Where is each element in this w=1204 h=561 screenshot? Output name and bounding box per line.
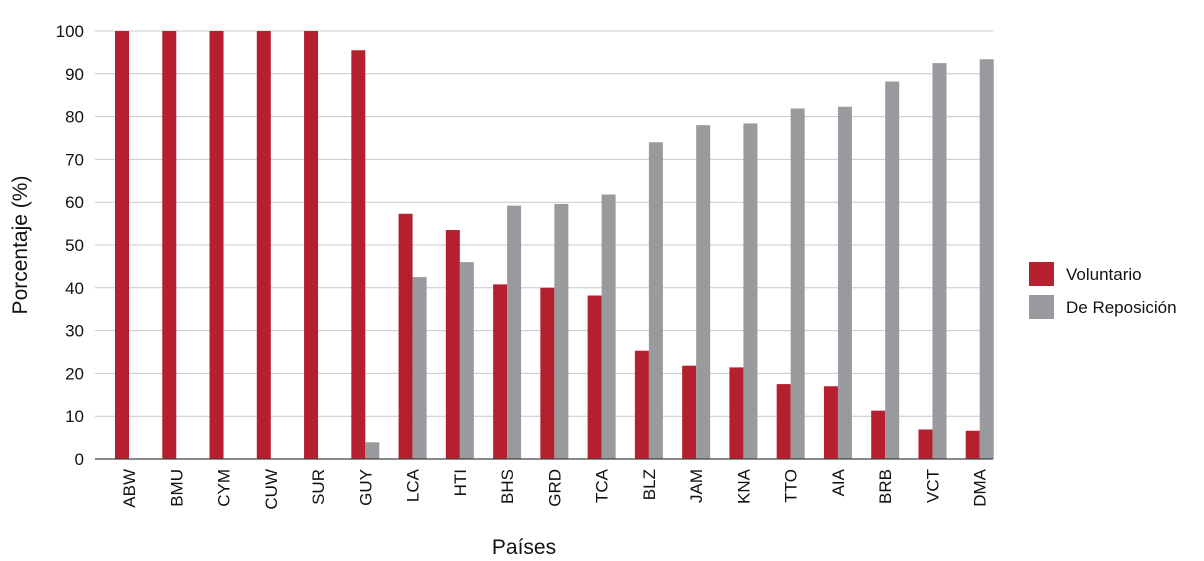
- x-tick-label: AIA: [829, 468, 848, 496]
- x-tick-label: ABW: [120, 469, 139, 508]
- bar-voluntario-cuw: [256, 31, 271, 459]
- bar-de-reposicion-jam: [696, 125, 711, 459]
- legend-label-voluntario: Voluntario: [1066, 265, 1142, 284]
- bar-voluntario-brb: [871, 410, 886, 459]
- bar-de-reposicion-brb: [885, 81, 900, 459]
- bar-voluntario-bhs: [493, 284, 508, 459]
- bar-de-reposicion-aia: [837, 106, 852, 460]
- y-tick-label: 0: [75, 450, 84, 469]
- y-tick-labels: 0 10 20 30 40 50 60 70 80 90 100: [56, 22, 84, 469]
- legend-label-de-reposicion: De Reposición: [1066, 298, 1177, 317]
- bar-voluntario-dma: [965, 430, 980, 459]
- bar-de-reposicion-kna: [743, 123, 758, 459]
- y-tick-label: 20: [65, 364, 84, 383]
- bar-voluntario-aia: [823, 386, 838, 459]
- x-tick-label: CYM: [215, 469, 234, 507]
- bar-voluntario-kna: [729, 367, 744, 459]
- bar-de-reposicion-blz: [648, 142, 663, 459]
- y-tick-label: 50: [65, 236, 84, 255]
- x-tick-label: BHS: [498, 469, 517, 504]
- y-tick-label: 100: [56, 22, 84, 41]
- x-tick-label: SUR: [309, 469, 328, 505]
- bar-voluntario-lca: [398, 213, 413, 459]
- y-tick-label: 30: [65, 322, 84, 341]
- x-tick-label: LCA: [404, 468, 423, 502]
- y-tick-label: 80: [65, 108, 84, 127]
- y-tick-label: 70: [65, 150, 84, 169]
- bar-de-reposicion-guy: [365, 442, 380, 459]
- x-tick-label: HTI: [451, 469, 470, 496]
- bar-voluntario-bmu: [162, 31, 177, 459]
- x-tick-label: BRB: [876, 469, 895, 504]
- gridlines: [95, 30, 993, 417]
- bar-de-reposicion-grd: [554, 203, 569, 459]
- bar-voluntario-tca: [587, 295, 602, 459]
- x-tick-label: KNA: [734, 468, 753, 504]
- bar-voluntario-abw: [115, 31, 129, 459]
- bar-de-reposicion-lca: [412, 277, 427, 459]
- bar-voluntario-jam: [682, 365, 697, 459]
- bar-voluntario-tto: [776, 384, 791, 459]
- x-tick-labels: ABW BMU CYM CUW SUR GUY LCA HTI BHS GRD TCA BLZ JAM K…: [120, 468, 990, 509]
- y-tick-label: 40: [65, 279, 84, 298]
- bar-de-reposicion-tto: [790, 108, 805, 459]
- bar-voluntario-cym: [209, 31, 224, 459]
- bar-de-reposicion-dma: [979, 59, 994, 460]
- bar-voluntario-grd: [540, 287, 555, 459]
- x-tick-label: BMU: [167, 469, 186, 507]
- bars: [115, 31, 994, 460]
- bar-voluntario-hti: [445, 230, 460, 459]
- bar-de-reposicion-vct: [932, 63, 947, 459]
- legend-swatch-de-reposicion: [1029, 295, 1054, 319]
- x-tick-label: TTO: [782, 469, 801, 503]
- bar-voluntario-blz: [634, 350, 649, 459]
- bar-voluntario-vct: [918, 429, 933, 459]
- x-tick-label: DMA: [971, 468, 990, 506]
- y-axis-title: Porcentaje (%): [9, 176, 32, 315]
- x-tick-label: VCT: [923, 469, 942, 503]
- x-tick-label: CUW: [262, 469, 281, 510]
- y-tick-label: 90: [65, 65, 84, 84]
- bar-de-reposicion-bhs: [507, 205, 522, 459]
- x-tick-label: GUY: [356, 469, 375, 506]
- x-tick-label: JAM: [687, 469, 706, 503]
- y-tick-label: 60: [65, 193, 84, 212]
- x-tick-label: BLZ: [640, 469, 659, 500]
- bar-de-reposicion-tca: [601, 194, 616, 459]
- legend-swatch-voluntario: [1029, 262, 1054, 286]
- legend: Voluntario De Reposición: [1029, 262, 1177, 319]
- y-tick-label: 10: [65, 407, 84, 426]
- bar-de-reposicion-hti: [459, 262, 474, 459]
- x-axis-title: Países: [492, 536, 556, 559]
- x-tick-label: GRD: [545, 469, 564, 507]
- bar-voluntario-sur: [304, 31, 319, 459]
- x-tick-label: TCA: [593, 468, 612, 503]
- bar-voluntario-guy: [351, 50, 366, 459]
